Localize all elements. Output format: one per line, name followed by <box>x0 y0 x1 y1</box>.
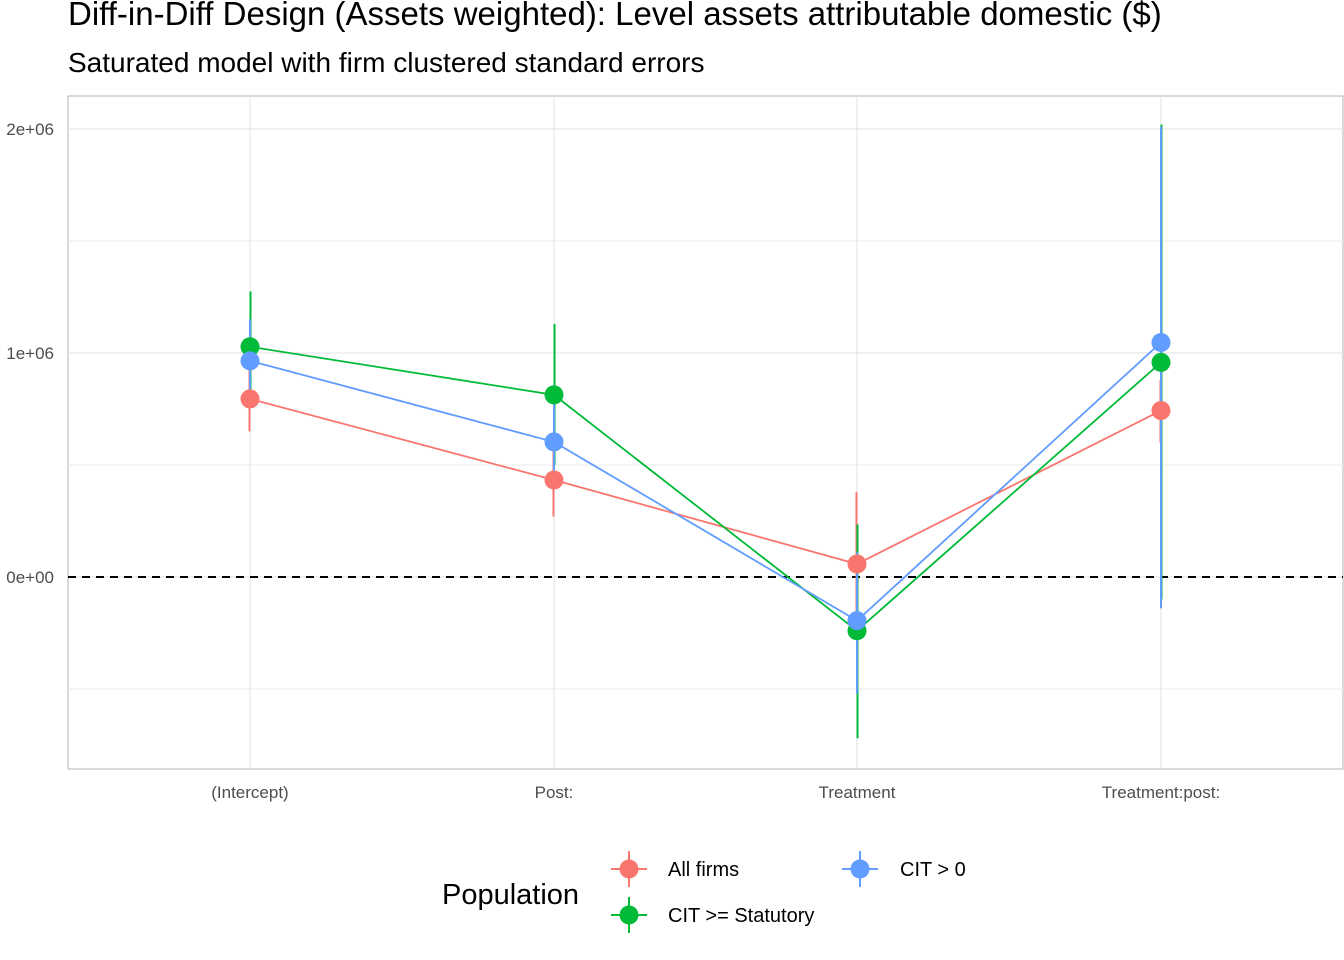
x-tick-label: Treatment:post: <box>1102 783 1220 802</box>
legend-key-point <box>619 859 639 879</box>
y-tick-label: 2e+06 <box>6 120 54 139</box>
x-tick-label: Treatment <box>819 783 896 802</box>
y-tick-label: 0e+00 <box>6 568 54 587</box>
panel-border <box>67 95 1344 770</box>
data-point <box>240 351 260 371</box>
series-line <box>249 398 1162 565</box>
series-line <box>249 341 1162 622</box>
legend-title: Population <box>442 879 579 911</box>
data-point <box>1151 401 1171 421</box>
data-point <box>847 611 867 631</box>
legend-key-point <box>619 905 639 925</box>
chart-title: Diff-in-Diff Design (Assets weighted): L… <box>68 0 1162 32</box>
data-point <box>544 470 564 490</box>
y-tick-label: 1e+06 <box>6 344 54 363</box>
data-point <box>544 385 564 405</box>
data-point <box>1151 332 1171 352</box>
chart-subtitle: Saturated model with firm clustered stan… <box>68 47 705 78</box>
series-line <box>249 345 1162 632</box>
data-point <box>240 337 260 357</box>
data-point <box>240 389 260 409</box>
data-point <box>544 432 564 452</box>
x-tick-label: Post: <box>535 783 574 802</box>
data-point <box>847 554 867 574</box>
legend-key-point <box>850 859 870 879</box>
data-point <box>1151 352 1171 372</box>
x-tick-label: (Intercept) <box>211 783 288 802</box>
legend-label: All firms <box>668 859 739 881</box>
legend-label: CIT >= Statutory <box>668 905 814 927</box>
legend-label: CIT > 0 <box>900 859 966 881</box>
